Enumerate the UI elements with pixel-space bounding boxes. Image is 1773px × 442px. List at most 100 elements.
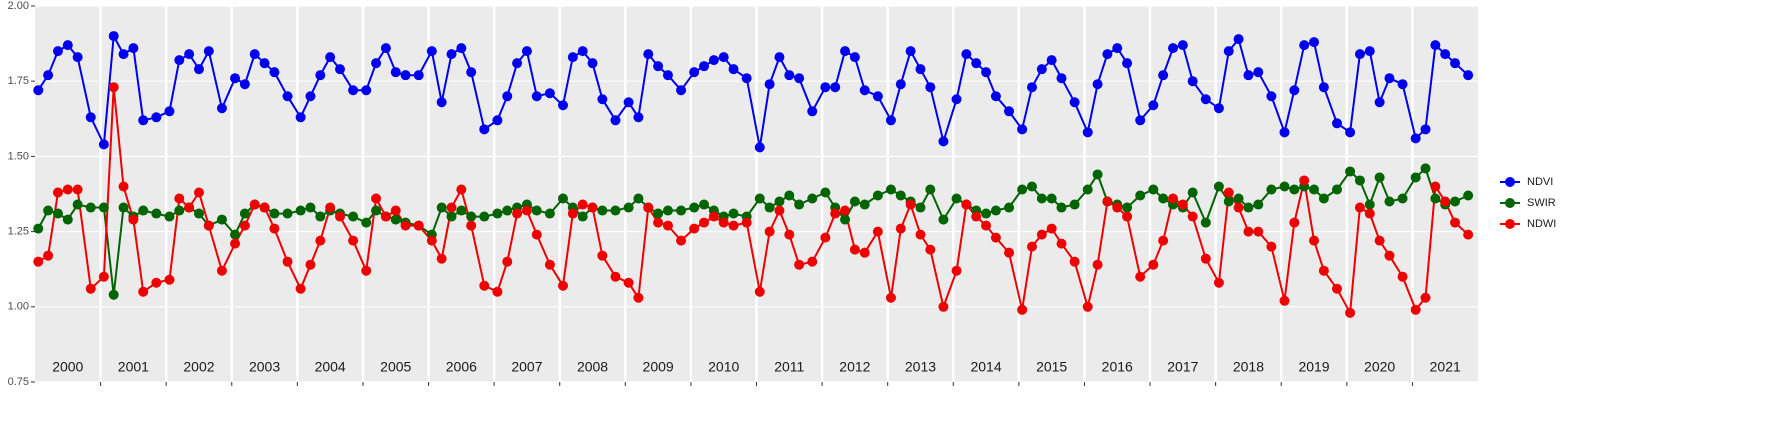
data-point — [216, 265, 227, 276]
data-point — [764, 226, 775, 237]
data-point — [174, 193, 185, 204]
data-point — [807, 106, 818, 117]
data-point — [1410, 172, 1421, 183]
data-point — [807, 193, 818, 204]
data-point — [623, 202, 634, 213]
data-point — [623, 97, 634, 108]
data-point — [849, 244, 860, 255]
data-point — [820, 232, 831, 243]
data-point — [905, 46, 916, 57]
y-tick-label: 0.75 — [8, 376, 29, 388]
data-point — [820, 82, 831, 93]
data-point — [885, 292, 896, 303]
data-point — [361, 85, 372, 96]
data-point — [1364, 46, 1375, 57]
data-point — [230, 229, 241, 240]
data-point — [85, 112, 96, 123]
data-point — [754, 193, 765, 204]
data-point — [492, 286, 503, 297]
data-point — [269, 208, 280, 219]
data-point — [1374, 172, 1385, 183]
data-point — [521, 205, 532, 216]
data-point — [597, 94, 608, 105]
data-point — [184, 49, 195, 60]
data-point — [728, 220, 739, 231]
data-point — [1017, 184, 1028, 195]
data-point — [295, 283, 306, 294]
data-point — [1253, 67, 1264, 78]
data-point — [1148, 184, 1159, 195]
data-point — [699, 61, 710, 72]
year-label: 2004 — [315, 359, 346, 375]
data-point — [282, 256, 293, 267]
data-point — [1069, 97, 1080, 108]
data-point — [1440, 49, 1451, 60]
year-label: 2010 — [708, 359, 739, 375]
data-point — [43, 250, 54, 261]
data-point — [282, 208, 293, 219]
data-point — [662, 205, 673, 216]
data-point — [1082, 127, 1093, 138]
data-point — [1004, 202, 1015, 213]
data-point — [466, 67, 477, 78]
data-point — [269, 67, 280, 78]
data-point — [1168, 43, 1179, 54]
data-point — [502, 205, 513, 216]
data-point — [1289, 85, 1300, 96]
data-point — [981, 208, 992, 219]
data-point — [1331, 118, 1342, 129]
year-label: 2015 — [1036, 359, 1067, 375]
data-point — [859, 199, 870, 210]
data-point — [118, 181, 129, 192]
data-point — [249, 49, 260, 60]
data-point — [1463, 229, 1474, 240]
data-point — [249, 199, 260, 210]
data-point — [653, 61, 664, 72]
data-point — [1440, 196, 1451, 207]
data-point — [43, 205, 54, 216]
data-point — [1168, 193, 1179, 204]
data-point — [971, 211, 982, 222]
data-point — [577, 46, 588, 57]
data-point — [1082, 301, 1093, 312]
year-label: 2019 — [1298, 359, 1329, 375]
data-point — [1354, 175, 1365, 186]
data-point — [662, 70, 673, 81]
data-point — [872, 190, 883, 201]
data-point — [446, 202, 457, 213]
data-point — [610, 205, 621, 216]
data-point — [269, 223, 280, 234]
data-point — [282, 91, 293, 102]
data-point — [925, 184, 936, 195]
data-point — [741, 73, 752, 84]
data-point — [840, 205, 851, 216]
data-point — [1017, 304, 1028, 315]
data-point — [708, 211, 719, 222]
data-point — [502, 91, 513, 102]
data-point — [1430, 40, 1441, 51]
data-point — [830, 82, 841, 93]
data-point — [567, 208, 578, 219]
data-point — [380, 211, 391, 222]
data-point — [1463, 70, 1474, 81]
year-label: 2002 — [183, 359, 214, 375]
data-point — [446, 49, 457, 60]
data-point — [558, 280, 569, 291]
year-label: 2021 — [1430, 359, 1461, 375]
data-point — [348, 211, 359, 222]
y-tick-label: 1.25 — [8, 226, 29, 238]
data-point — [1233, 34, 1244, 45]
legend-label: SWIR — [1527, 197, 1556, 209]
legend-key — [1505, 198, 1515, 208]
data-point — [390, 205, 401, 216]
data-point — [1318, 82, 1329, 93]
year-label: 2016 — [1102, 359, 1133, 375]
data-point — [1279, 295, 1290, 306]
data-point — [98, 139, 109, 150]
year-label: 2018 — [1233, 359, 1264, 375]
data-point — [203, 46, 214, 57]
data-point — [830, 208, 841, 219]
data-point — [138, 115, 149, 126]
data-point — [1309, 37, 1320, 48]
